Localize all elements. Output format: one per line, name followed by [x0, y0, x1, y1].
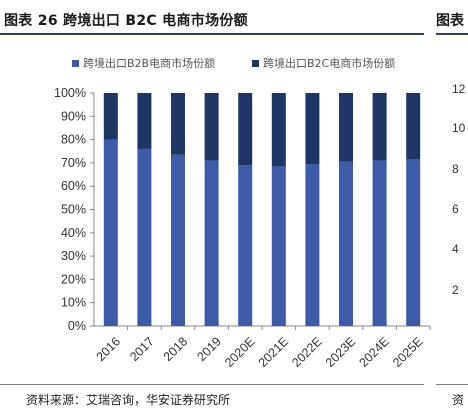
x-tick-label: 2023E	[323, 334, 358, 369]
right-tick-label: 10	[452, 121, 466, 135]
bar-segment	[137, 93, 152, 149]
source-note: 资料来源：艾瑞咨询，华安证券研究所	[26, 393, 231, 407]
legend-swatch	[72, 60, 79, 67]
bar-segment	[103, 93, 118, 140]
figure-title: 图表 26 跨境出口 B2C 电商市场份额	[4, 13, 248, 29]
bar-segment	[204, 93, 219, 161]
adjacent-chart-ticks: 12 10 8 6 4 2	[452, 0, 468, 300]
x-tick-label: 2019	[194, 334, 224, 364]
y-tick-label: 70%	[61, 156, 86, 170]
x-tick-label: 2021E	[256, 334, 291, 369]
bar-segment	[271, 93, 286, 167]
y-tick-label: 40%	[61, 226, 86, 240]
y-tick-label: 30%	[61, 249, 86, 263]
y-tick-label: 100%	[54, 86, 86, 100]
source-rule-right	[436, 384, 468, 385]
right-tick-label: 2	[452, 283, 459, 297]
y-tick-label: 0%	[68, 319, 86, 333]
x-tick-label: 2016	[94, 334, 124, 364]
x-tick-label: 2018	[161, 334, 191, 364]
bar-segment	[406, 159, 421, 326]
legend-swatch	[252, 60, 259, 67]
x-tick-label: 2025E	[390, 334, 425, 369]
legend-label: 跨境出口B2B电商市场份额	[83, 56, 215, 70]
bar-segment	[271, 166, 286, 326]
stacked-bar-chart: 跨境出口B2B电商市场份额 跨境出口B2C电商市场份额 0% 10% 20% 30% 40%…	[54, 56, 431, 370]
source-note-right-fragment: 资	[452, 393, 465, 407]
y-tick-label: 80%	[61, 133, 86, 147]
y-tick-label: 90%	[61, 109, 86, 123]
bar-segment	[339, 93, 353, 162]
bar-segment	[103, 139, 118, 326]
bar-segment	[305, 164, 320, 326]
x-tick-label: 2017	[127, 334, 157, 364]
figure-title-right-fragment: 图表	[436, 13, 464, 29]
title-rule	[0, 33, 424, 35]
x-tick-label: 2020E	[222, 334, 257, 369]
y-tick-label: 10%	[61, 296, 86, 310]
bar-segment	[204, 160, 219, 326]
bar-segment	[406, 93, 421, 160]
title-rule-right	[436, 33, 468, 35]
y-tick-label: 50%	[61, 203, 86, 217]
bar-segment	[238, 93, 253, 166]
bar-segment	[305, 93, 320, 165]
bar-segment	[137, 148, 152, 326]
bar-segment	[238, 165, 253, 326]
bar-segment	[372, 160, 387, 326]
y-tick-label: 60%	[61, 179, 86, 193]
right-tick-label: 12	[452, 82, 466, 96]
bar-segment	[171, 154, 185, 326]
source-rule	[0, 384, 424, 385]
x-tick-label: 2024E	[356, 334, 391, 369]
bar-segment	[171, 93, 185, 155]
x-tick-label: 2022E	[289, 334, 324, 369]
bar-segment	[372, 93, 387, 161]
bar-segment	[339, 161, 353, 326]
right-tick-label: 8	[452, 162, 459, 176]
y-tick-label: 20%	[61, 272, 86, 286]
right-tick-label: 4	[452, 242, 459, 256]
right-tick-label: 6	[452, 202, 459, 216]
legend-label: 跨境出口B2C电商市场份额	[263, 56, 395, 70]
